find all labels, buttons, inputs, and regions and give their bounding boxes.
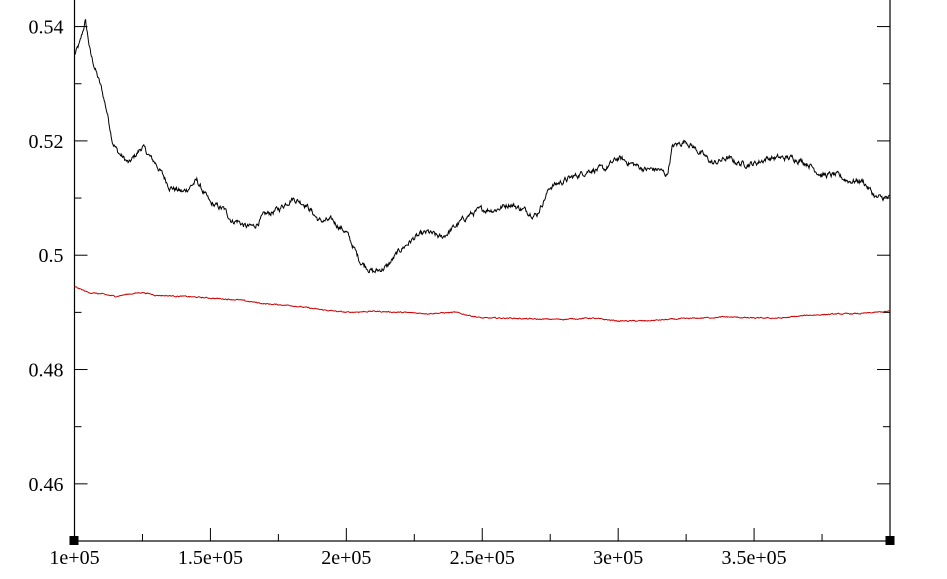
- x-tick-label: 3e+05: [593, 547, 643, 569]
- x-tick-label: 1e+05: [49, 547, 99, 569]
- x-tick-label: 3.5e+05: [722, 547, 787, 569]
- x-tick-label: 2.5e+05: [450, 547, 515, 569]
- series-group: [74, 19, 891, 323]
- plot-frame: [73, 0, 891, 542]
- axis-corner-handle-right[interactable]: [885, 536, 895, 545]
- x-tick-label: 2e+05: [321, 547, 371, 569]
- x-tick-label: 1.5e+05: [178, 547, 243, 569]
- y-tick-label: 0.54: [29, 17, 64, 39]
- y-axis-tick-labels: 0.46 0.48 0.5 0.52 0.54: [29, 17, 64, 496]
- y-tick-label: 0.52: [29, 131, 64, 153]
- axis-corner-handle-left[interactable]: [69, 536, 79, 545]
- x-axis-tick-labels: 1e+05 1.5e+05 2e+05 2.5e+05 3e+05 3.5e+05: [49, 547, 786, 569]
- x-axis-ticks: [74, 528, 823, 541]
- y-axis-ticks: [74, 26, 890, 542]
- y-tick-label: 0.5: [39, 245, 64, 267]
- series-line-0: [74, 19, 891, 274]
- y-tick-label: 0.46: [29, 474, 64, 496]
- y-tick-label: 0.48: [29, 360, 64, 382]
- series-line-1: [74, 286, 891, 323]
